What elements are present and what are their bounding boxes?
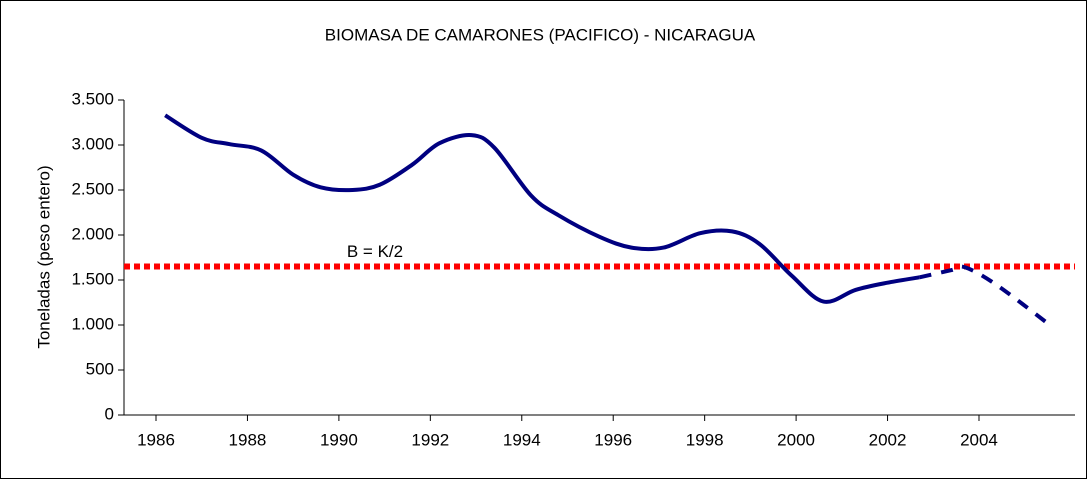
y-tick-label: 1.000 <box>71 314 114 333</box>
data-line <box>919 264 1054 329</box>
y-axis-label: Toneladas (peso entero) <box>34 165 53 348</box>
x-tick-label: 1992 <box>411 430 449 449</box>
y-tick-label: 3.000 <box>71 134 114 153</box>
chart-title: BIOMASA DE CAMARONES (PACIFICO) - NICARA… <box>325 25 756 44</box>
x-tick-label: 1990 <box>320 430 358 449</box>
x-tick-label: 1998 <box>686 430 724 449</box>
y-tick-label: 1.500 <box>71 269 114 288</box>
x-tick-label: 1988 <box>229 430 267 449</box>
y-tick-label: 2.000 <box>71 224 114 243</box>
y-tick-label: 500 <box>86 359 114 378</box>
x-tick-label: 1986 <box>137 430 175 449</box>
reference-label: B = K/2 <box>347 242 403 261</box>
x-tick-label: 2004 <box>960 430 998 449</box>
data-line <box>164 113 920 304</box>
x-tick-label: 2002 <box>869 430 907 449</box>
y-tick-label: 0 <box>105 404 114 423</box>
y-tick-label: 3.500 <box>71 89 114 108</box>
x-tick-label: 2000 <box>777 430 815 449</box>
x-tick-label: 1994 <box>503 430 541 449</box>
y-tick-label: 2.500 <box>71 179 114 198</box>
x-tick-label: 1996 <box>594 430 632 449</box>
